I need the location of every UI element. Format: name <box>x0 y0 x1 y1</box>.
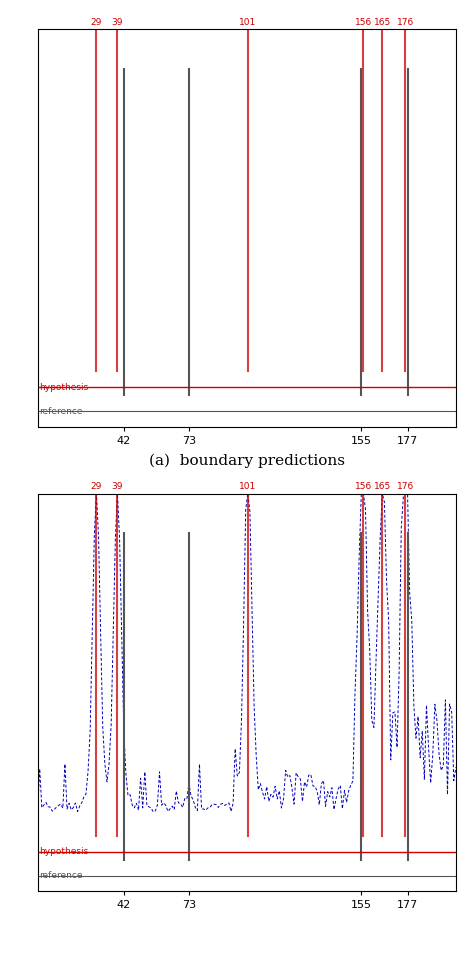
Text: 101: 101 <box>239 482 257 491</box>
Text: 29: 29 <box>91 18 102 26</box>
Text: 165: 165 <box>374 18 391 26</box>
Text: hypothesis: hypothesis <box>39 847 88 856</box>
Text: 39: 39 <box>112 482 123 491</box>
Text: reference: reference <box>39 407 82 416</box>
Text: 165: 165 <box>374 482 391 491</box>
Text: hypothesis: hypothesis <box>39 383 88 392</box>
Text: 176: 176 <box>397 482 414 491</box>
Text: 39: 39 <box>112 18 123 26</box>
Text: reference: reference <box>39 871 82 880</box>
Text: 176: 176 <box>397 18 414 26</box>
Text: 101: 101 <box>239 18 257 26</box>
Text: 156: 156 <box>355 482 372 491</box>
Text: (a)  boundary predictions: (a) boundary predictions <box>149 453 345 468</box>
Text: 156: 156 <box>355 18 372 26</box>
Text: 29: 29 <box>91 482 102 491</box>
